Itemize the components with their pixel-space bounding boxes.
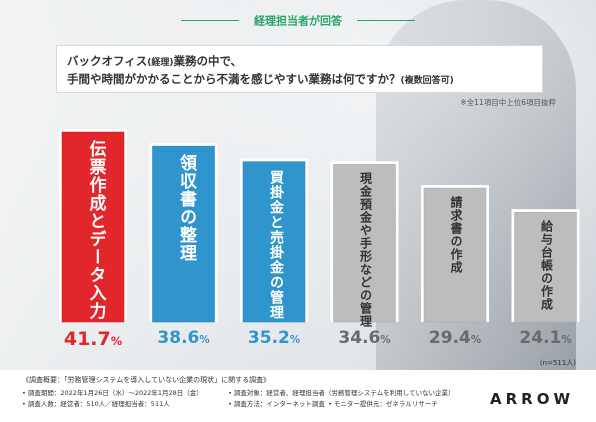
survey-provider: • モニター提供元：ゼネラルリサーチ — [328, 400, 438, 408]
bar-value-number: 38.6 — [157, 328, 200, 348]
question-box: バックオフィス(経理)業務の中で、 手間や時間がかかることから不満を感じやすい業… — [56, 45, 543, 93]
sample-size-label: (n=511人) — [539, 359, 576, 367]
bar-value-unit: % — [561, 335, 572, 346]
bar — [333, 164, 396, 323]
bar — [242, 161, 306, 323]
bar-value-unit: % — [110, 334, 123, 348]
bar-value-unit: % — [470, 335, 482, 346]
bar-category-label: 領収書の整理 — [176, 154, 196, 263]
bar-value-label: 41.7% — [52, 328, 134, 350]
survey-target: • 調査対象：経営者、経理担当者（労務管理システムを利用していない企業） — [228, 389, 455, 397]
header-tag-text: 経理担当者が回答 — [254, 14, 342, 28]
question-line-1-start: バックオフィス — [67, 54, 148, 68]
question-line-2-paren: (複数回答可) — [400, 76, 454, 86]
survey-title: 《調査概要：「労務管理システムを導入していない企業の現状」に関する調査》 — [22, 376, 271, 384]
question-line-1-paren: (経理) — [147, 58, 174, 68]
question-line-1-rest: 業務の中で、 — [173, 54, 243, 68]
bar-value-number: 35.2 — [247, 328, 290, 348]
survey-footer: 《調査概要：「労務管理システムを導入していない企業の現状」に関する調査》 • 調… — [0, 370, 596, 422]
bar-value-number: 29.4 — [428, 328, 471, 348]
bar-value-unit: % — [380, 335, 391, 346]
bar-category-label: 現金預金や手形などの管理 — [358, 172, 373, 329]
bar-category-label: 買掛金と売掛金の管理 — [268, 169, 284, 320]
bar-category-label: 伝票作成とデータ入力 — [85, 140, 106, 320]
bar-value-label: 29.4% — [414, 328, 496, 348]
bar-value-label: 34.6% — [324, 328, 406, 348]
bar — [514, 211, 577, 323]
bar-value-label: 24.1% — [505, 328, 587, 348]
bar-value-number: 24.1 — [519, 328, 562, 348]
bar-value-label: 38.6% — [143, 328, 225, 348]
survey-period: • 調査期間：2022年1月26日（水）～2022年1月28日（金） — [22, 389, 203, 397]
survey-method: • 調査方法：インターネット調査 — [228, 400, 325, 408]
bar-category-label: 請求書の作成 — [449, 196, 463, 275]
bar-value-number: 41.7 — [63, 328, 111, 350]
header-line-left — [180, 20, 239, 21]
bar-category-label: 給与台帳の作成 — [539, 220, 554, 312]
survey-count: • 調査人数：経営者：510人／経理担当者：511人 — [22, 400, 170, 408]
bar-value-label: 35.2% — [233, 328, 315, 348]
selection-note: ※全11項目中上位6項目抜粋 — [460, 98, 556, 107]
bar-chart — [61, 131, 577, 323]
arrow-logo: ARROW — [489, 390, 574, 408]
header-line-right — [357, 20, 416, 21]
question-line-1: バックオフィス(経理)業務の中で、 — [67, 53, 242, 69]
question-line-2: 手間や時間がかかることから不満を感じやすい業務は何ですか？(複数回答可) — [67, 71, 454, 87]
bar-value-number: 34.6 — [338, 328, 381, 348]
header-tag: 経理担当者が回答 — [0, 10, 596, 29]
question-line-2-main: 手間や時間がかかることから不満を感じやすい業務は何ですか？ — [67, 72, 401, 86]
bar-value-unit: % — [199, 335, 210, 346]
bar-value-unit: % — [289, 335, 301, 346]
bar — [152, 145, 215, 323]
bar — [423, 187, 487, 323]
bar — [61, 131, 125, 323]
